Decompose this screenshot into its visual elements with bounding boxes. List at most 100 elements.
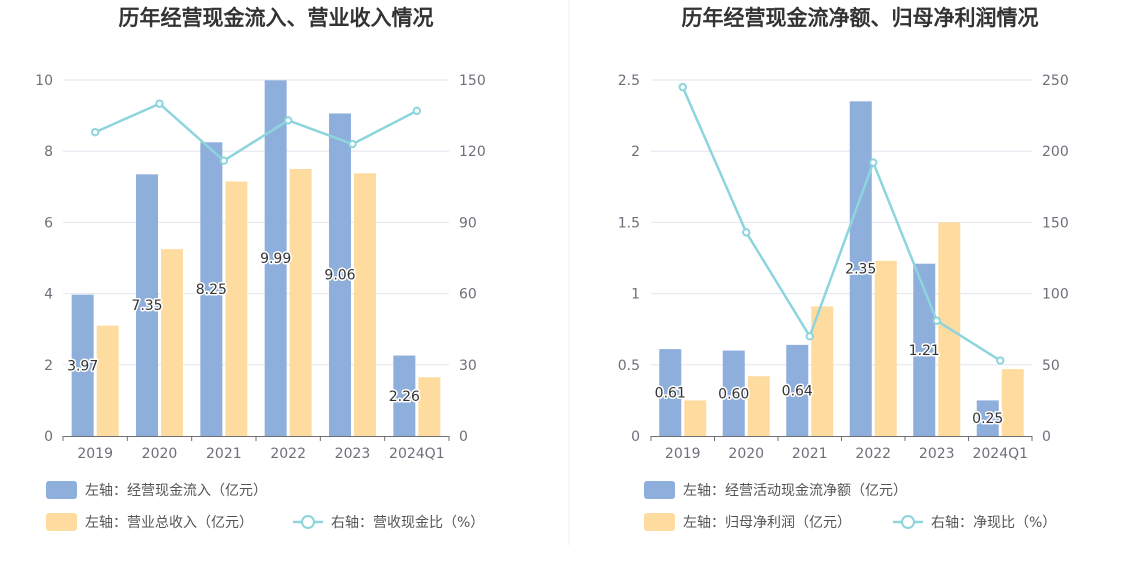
legend: 左轴：经营活动现金流净额（亿元） 左轴：归母净利润（亿元） 右轴：净现比（%） (644, 481, 1056, 531)
legend-swatch-line-marker (901, 515, 915, 529)
bar-primary (722, 350, 745, 436)
bar-data-label: 0.25 (972, 411, 1003, 427)
bar-primary (200, 142, 223, 437)
y-left-tick-label: 4 (44, 287, 53, 303)
line-path (681, 86, 1001, 362)
y-left-tick-label: 0 (631, 429, 640, 445)
chart-title: 历年经营现金流入、营业收入情况 (119, 6, 434, 30)
bar-primary (913, 263, 936, 436)
bar-primary (264, 80, 287, 436)
line-point (90, 128, 100, 137)
bar-secondary (225, 181, 248, 436)
x-tick-label: 2019 (665, 446, 701, 462)
bar-data-label: 7.35 (131, 298, 162, 314)
bar-data-label: 0.61 (655, 386, 686, 402)
y-right-tick-label: 90 (459, 215, 477, 231)
y-left-tick-label: 2 (44, 358, 53, 374)
bar-primary (659, 349, 682, 436)
line-point (283, 116, 293, 125)
y-right-tick-label: 60 (459, 287, 477, 303)
legend: 左轴：经营现金流入（亿元） 左轴：营业总收入（亿元） 右轴：营收现金比（%） (46, 481, 484, 531)
y-right-tick-label: 150 (1042, 215, 1069, 231)
bars (71, 80, 441, 437)
y-right-tick-label: 0 (459, 429, 468, 445)
bar-primary (329, 113, 351, 437)
y-right-tick-label: 150 (459, 73, 486, 89)
line-series (678, 82, 1005, 365)
line-point (932, 316, 941, 325)
y-right-tick-label: 30 (459, 358, 477, 374)
legend-swatch-bar-secondary (46, 513, 77, 531)
line-point (348, 139, 357, 149)
y-right-tick-label: 0 (1042, 429, 1051, 445)
line-point (219, 156, 229, 165)
bar-data-label: 0.60 (718, 386, 749, 402)
bar-secondary (289, 169, 312, 436)
y-left-tick-label: 1.5 (618, 215, 640, 231)
x-tick-label: 2021 (206, 446, 242, 462)
bar-data-label: 9.06 (324, 268, 355, 284)
bar-secondary (1001, 369, 1024, 436)
chart-panel-cashflow-revenue: 历年经营现金流入、营业收入情况 0 0 2 30 4 60 6 90 8 120 10 150 2019… (35, 6, 486, 531)
bar-data-label: 3.97 (67, 358, 98, 374)
x-tick-label: 2019 (77, 446, 113, 462)
y-left-tick-label: 8 (44, 144, 53, 160)
bar-data-label: 0.64 (782, 383, 813, 399)
grid: 0 0 0.5 50 1 100 1.5 150 2 200 2.5 250 (618, 73, 1069, 445)
grid: 0 0 2 30 4 60 6 90 8 120 10 150 (35, 73, 486, 445)
bar-secondary (747, 376, 770, 436)
bar-data-label: 9.99 (260, 251, 291, 267)
x-tick-label: 2024Q1 (389, 446, 445, 462)
data-labels: 0.61 0.60 0.64 2.35 1.21 0.25 (653, 260, 1005, 429)
y-right-tick-label: 120 (459, 144, 486, 160)
chart-title: 历年经营现金流净额、归母净利润情况 (682, 6, 1039, 30)
legend-swatch-bar-primary (46, 481, 77, 499)
x-tick-label: 2021 (792, 446, 828, 462)
legend-label: 左轴：经营现金流入（亿元） (85, 483, 267, 499)
x-tick-label: 2023 (919, 446, 955, 462)
line-point (155, 99, 164, 108)
bar-data-label: 2.35 (845, 262, 876, 278)
x-axis: 2019 2020 2021 2022 2023 2024Q1 (650, 436, 1033, 462)
y-left-tick-label: 10 (35, 73, 53, 89)
bar-data-label: 1.21 (909, 343, 940, 359)
legend-swatch-line-marker (301, 515, 315, 529)
bar-primary (976, 400, 999, 436)
legend-label: 左轴：经营活动现金流净额（亿元） (683, 483, 907, 499)
x-tick-label: 2023 (335, 446, 371, 462)
legend-swatch-bar-secondary (644, 513, 675, 531)
legend-label: 右轴：营收现金比（%） (331, 515, 484, 531)
bar-primary (393, 355, 416, 436)
legend-label: 左轴：营业总收入（亿元） (85, 515, 253, 531)
legend-label: 左轴：归母净利润（亿元） (683, 514, 851, 531)
bar-primary (136, 174, 158, 436)
y-right-tick-label: 50 (1042, 358, 1060, 374)
line-point (742, 228, 751, 237)
bar-primary (71, 294, 94, 436)
y-left-tick-label: 0 (44, 429, 53, 445)
y-right-tick-label: 250 (1042, 73, 1069, 89)
bar-data-label: 8.25 (196, 282, 227, 298)
line-point (412, 106, 422, 116)
line-point (996, 356, 1005, 365)
legend-swatch-bar-primary (644, 481, 675, 499)
x-tick-label: 2022 (855, 446, 891, 462)
y-right-tick-label: 200 (1042, 144, 1069, 160)
line-point (869, 158, 878, 167)
line-point (678, 82, 687, 92)
x-tick-label: 2020 (142, 446, 178, 462)
bar-secondary (418, 377, 441, 436)
bar-secondary (684, 400, 707, 436)
bar-secondary (161, 249, 183, 436)
y-right-tick-label: 100 (1042, 287, 1069, 303)
line-series (90, 99, 422, 165)
chart-panel-netcash-profit: 历年经营现金流净额、归母净利润情况 0 0 0.5 50 1 100 1.5 150 2 200 2… (618, 6, 1069, 531)
bar-secondary (96, 325, 119, 436)
bar-data-label: 2.26 (389, 389, 420, 405)
y-left-tick-label: 6 (44, 215, 53, 231)
data-labels: 3.97 7.35 8.25 9.99 9.06 2.26 (66, 250, 422, 407)
y-left-tick-label: 1 (631, 287, 640, 303)
bar-secondary (811, 306, 834, 436)
